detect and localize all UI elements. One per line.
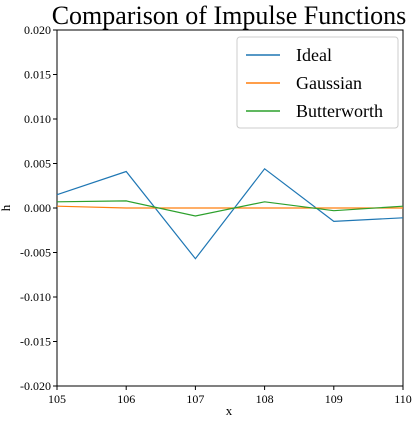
- legend-box: [236, 36, 399, 129]
- x-tick-label: 106: [117, 392, 135, 406]
- y-tick-label: 0.000: [24, 201, 51, 215]
- y-tick-label: -0.010: [20, 290, 51, 304]
- x-tick-label: 108: [256, 392, 274, 406]
- y-tick-label: 0.005: [24, 157, 51, 171]
- series-line-butterworth: [56, 200, 404, 217]
- legend: Ideal Gaussian Butterworth: [236, 36, 399, 129]
- series-lines: [56, 167, 404, 260]
- x-tick-label: 110: [394, 392, 412, 406]
- x-axis-label: x: [226, 403, 233, 418]
- legend-label-butterworth: Butterworth: [296, 101, 383, 121]
- y-tick-label: 0.010: [24, 112, 51, 126]
- series-line-gaussian: [56, 205, 403, 209]
- y-tick-label: 0.020: [24, 23, 51, 37]
- x-tick-label: 105: [48, 392, 66, 406]
- legend-label-gaussian: Gaussian: [296, 73, 362, 93]
- y-tick-label: -0.020: [20, 379, 51, 393]
- legend-label-ideal: Ideal: [296, 45, 332, 65]
- legend-items: Ideal Gaussian Butterworth: [246, 45, 383, 121]
- axis-ticks: 105 106 107 108 109 110 0.020 0.015 0.010 0.005 0.…: [20, 23, 412, 406]
- series-line-ideal: [56, 167, 404, 260]
- y-tick-label: 0.015: [24, 68, 51, 82]
- y-tick-label: -0.005: [20, 246, 51, 260]
- x-tick-label: 107: [186, 392, 204, 406]
- y-tick-label: -0.015: [20, 335, 51, 349]
- x-tick-label: 109: [325, 392, 343, 406]
- y-axis-label: h: [0, 204, 13, 211]
- chart-title: Comparison of Impulse Functions: [52, 1, 407, 30]
